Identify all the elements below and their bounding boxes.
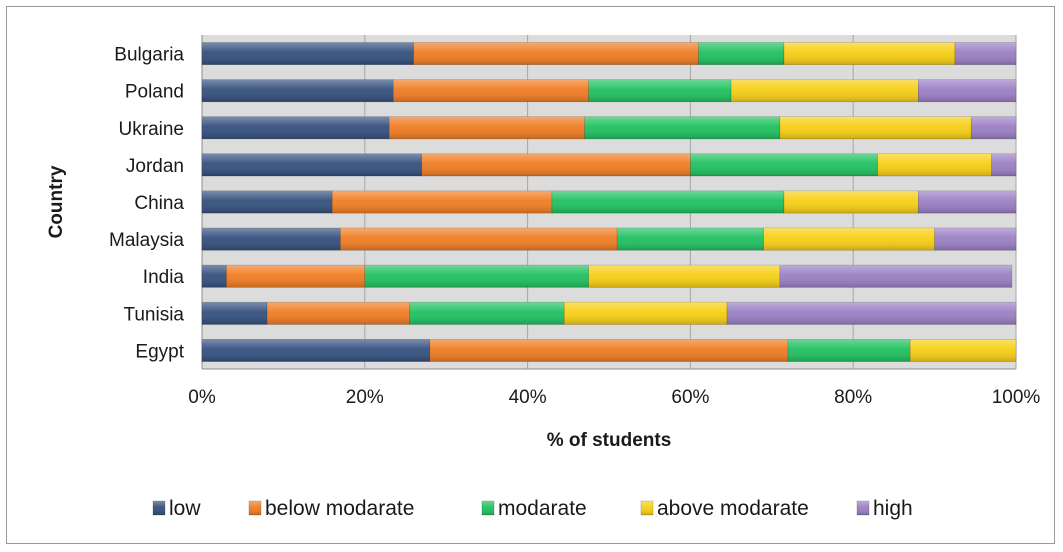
bar-segment-shading — [784, 42, 955, 65]
x-tick-label: 20% — [346, 387, 384, 408]
y-tick-label: Ukraine — [119, 119, 184, 140]
legend-label: below modarate — [265, 497, 414, 520]
bar-segment-shading — [564, 302, 728, 325]
bar-segment-shading — [910, 339, 1016, 362]
bar-segment-shading — [727, 302, 1016, 325]
y-tick-label: Malaysia — [109, 230, 184, 251]
bars — [201, 42, 1017, 362]
bar-segment-shading — [991, 153, 1016, 177]
bar-segment-shading — [588, 265, 780, 288]
chart-frame: 0% 20% 40% 60% 80% 100% Bulgaria Poland Ukraine J… — [6, 6, 1055, 544]
bar-segment-shading — [389, 116, 585, 139]
legend-swatch-shading — [857, 501, 869, 515]
x-tick-label: 60% — [671, 387, 709, 408]
bar-segment-shading — [202, 42, 414, 65]
x-axis-title: % of students — [547, 430, 672, 451]
bar-segment-shading — [552, 190, 785, 214]
y-tick-label: Poland — [125, 82, 184, 103]
bar-segment-shading — [779, 116, 972, 139]
x-tick-label: 40% — [509, 387, 547, 408]
legend-swatch-shading — [482, 501, 494, 515]
bar-segment-shading — [202, 227, 341, 251]
bar-segment-shading — [954, 42, 1016, 65]
bar-segment-shading — [202, 116, 390, 139]
legend-swatch-shading — [249, 501, 261, 515]
bar-segment-shading — [202, 79, 394, 102]
bar-segment-shading — [332, 190, 553, 214]
bar-segment-shading — [690, 153, 878, 177]
bar-segment-shading — [226, 265, 365, 288]
bar-segment-shading — [877, 153, 992, 177]
bar-segment-shading — [934, 227, 1016, 251]
bar-segment-shading — [202, 153, 422, 177]
y-tick-label: Egypt — [135, 341, 184, 362]
bar-segment-shading — [918, 79, 1016, 102]
legend-swatch-shading — [153, 501, 165, 515]
x-tick-label: 0% — [188, 387, 216, 408]
x-tick-label: 100% — [992, 387, 1041, 408]
bar-segment-shading — [918, 190, 1016, 214]
bar-segment-shading — [788, 339, 911, 362]
bar-segment-shading — [763, 227, 935, 251]
legend-label: above modarate — [657, 497, 809, 520]
bar-segment-shading — [202, 339, 430, 362]
bar-segment-shading — [779, 265, 1012, 288]
tick-labels: 0% 20% 40% 60% 80% 100% Bulgaria Poland Ukraine J… — [109, 45, 1040, 408]
bar-segment-shading — [784, 190, 919, 214]
y-tick-label: China — [134, 193, 184, 214]
bar-segment-shading — [584, 116, 780, 139]
bar-segment-shading — [971, 116, 1016, 139]
bar-segment-shading — [409, 302, 565, 325]
bar-segment-shading — [202, 190, 333, 214]
legend-swatch-shading — [641, 501, 653, 515]
legend-label: low — [169, 497, 201, 520]
y-tick-label: Jordan — [126, 156, 184, 177]
bar-segment-shading — [588, 79, 732, 102]
bar-segment-shading — [413, 42, 699, 65]
bar-segment-shading — [202, 265, 227, 288]
y-tick-label: India — [143, 267, 185, 288]
bar-segment-shading — [421, 153, 691, 177]
bar-segment-shading — [364, 265, 589, 288]
legend-label: high — [873, 497, 913, 520]
bar-segment-shading — [429, 339, 789, 362]
bar-segment-shading — [731, 79, 919, 102]
bar-segment-shading — [617, 227, 764, 251]
x-tick-label: 80% — [834, 387, 872, 408]
y-tick-label: Bulgaria — [114, 45, 184, 66]
bar-segment-shading — [202, 302, 268, 325]
bar-segment-shading — [698, 42, 785, 65]
legend: low below modarate modarate above modarate h… — [152, 497, 913, 520]
legend-label: modarate — [498, 497, 587, 520]
y-tick-label: Tunisia — [123, 304, 184, 325]
bar-segment-shading — [393, 79, 589, 102]
y-axis-title: Country — [46, 165, 67, 238]
stacked-bar-chart: 0% 20% 40% 60% 80% 100% Bulgaria Poland Ukraine J… — [46, 35, 1040, 520]
bar-segment-shading — [267, 302, 410, 325]
bar-segment-shading — [340, 227, 618, 251]
